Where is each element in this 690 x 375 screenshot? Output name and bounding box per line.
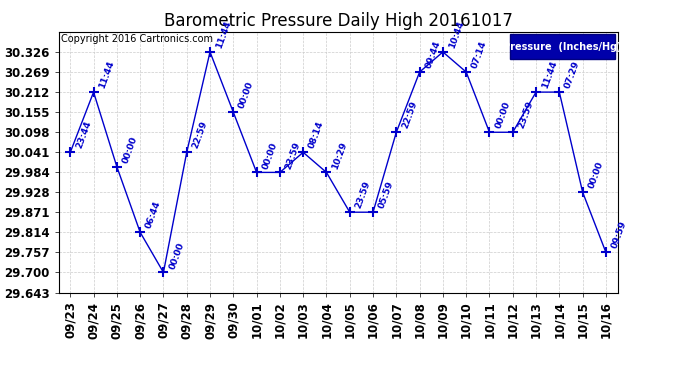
Text: 05:59: 05:59 (377, 180, 395, 210)
Text: 11:44: 11:44 (98, 60, 116, 90)
Title: Barometric Pressure Daily High 20161017: Barometric Pressure Daily High 20161017 (164, 12, 513, 30)
Text: 00:00: 00:00 (493, 100, 512, 130)
Text: 08:14: 08:14 (307, 120, 326, 150)
Bar (510, 34, 615, 59)
Text: 09:59: 09:59 (610, 220, 629, 250)
Text: 00:00: 00:00 (168, 241, 186, 270)
Text: 22:59: 22:59 (191, 120, 209, 150)
Text: 22:59: 22:59 (400, 100, 419, 130)
Text: 07:14: 07:14 (471, 40, 489, 70)
Text: 23:59: 23:59 (284, 140, 302, 170)
Text: 09:44: 09:44 (424, 40, 442, 70)
Text: Pressure  (Inches/Hg): Pressure (Inches/Hg) (504, 42, 622, 52)
Text: 00:00: 00:00 (237, 81, 255, 110)
Text: Copyright 2016 Cartronics.com: Copyright 2016 Cartronics.com (61, 34, 213, 45)
Text: 11:44: 11:44 (540, 60, 558, 90)
Text: 07:29: 07:29 (564, 60, 582, 90)
Text: 10:29: 10:29 (331, 140, 349, 170)
Text: 23:59: 23:59 (517, 100, 535, 130)
Text: 11:44: 11:44 (214, 20, 233, 50)
Text: 10:44: 10:44 (447, 20, 465, 50)
Text: 06:44: 06:44 (144, 200, 163, 230)
Text: 23:59: 23:59 (354, 180, 372, 210)
Text: 00:00: 00:00 (586, 160, 605, 190)
Text: 23:44: 23:44 (75, 120, 92, 150)
Text: 00:00: 00:00 (121, 135, 139, 165)
Text: 00:00: 00:00 (261, 141, 279, 170)
